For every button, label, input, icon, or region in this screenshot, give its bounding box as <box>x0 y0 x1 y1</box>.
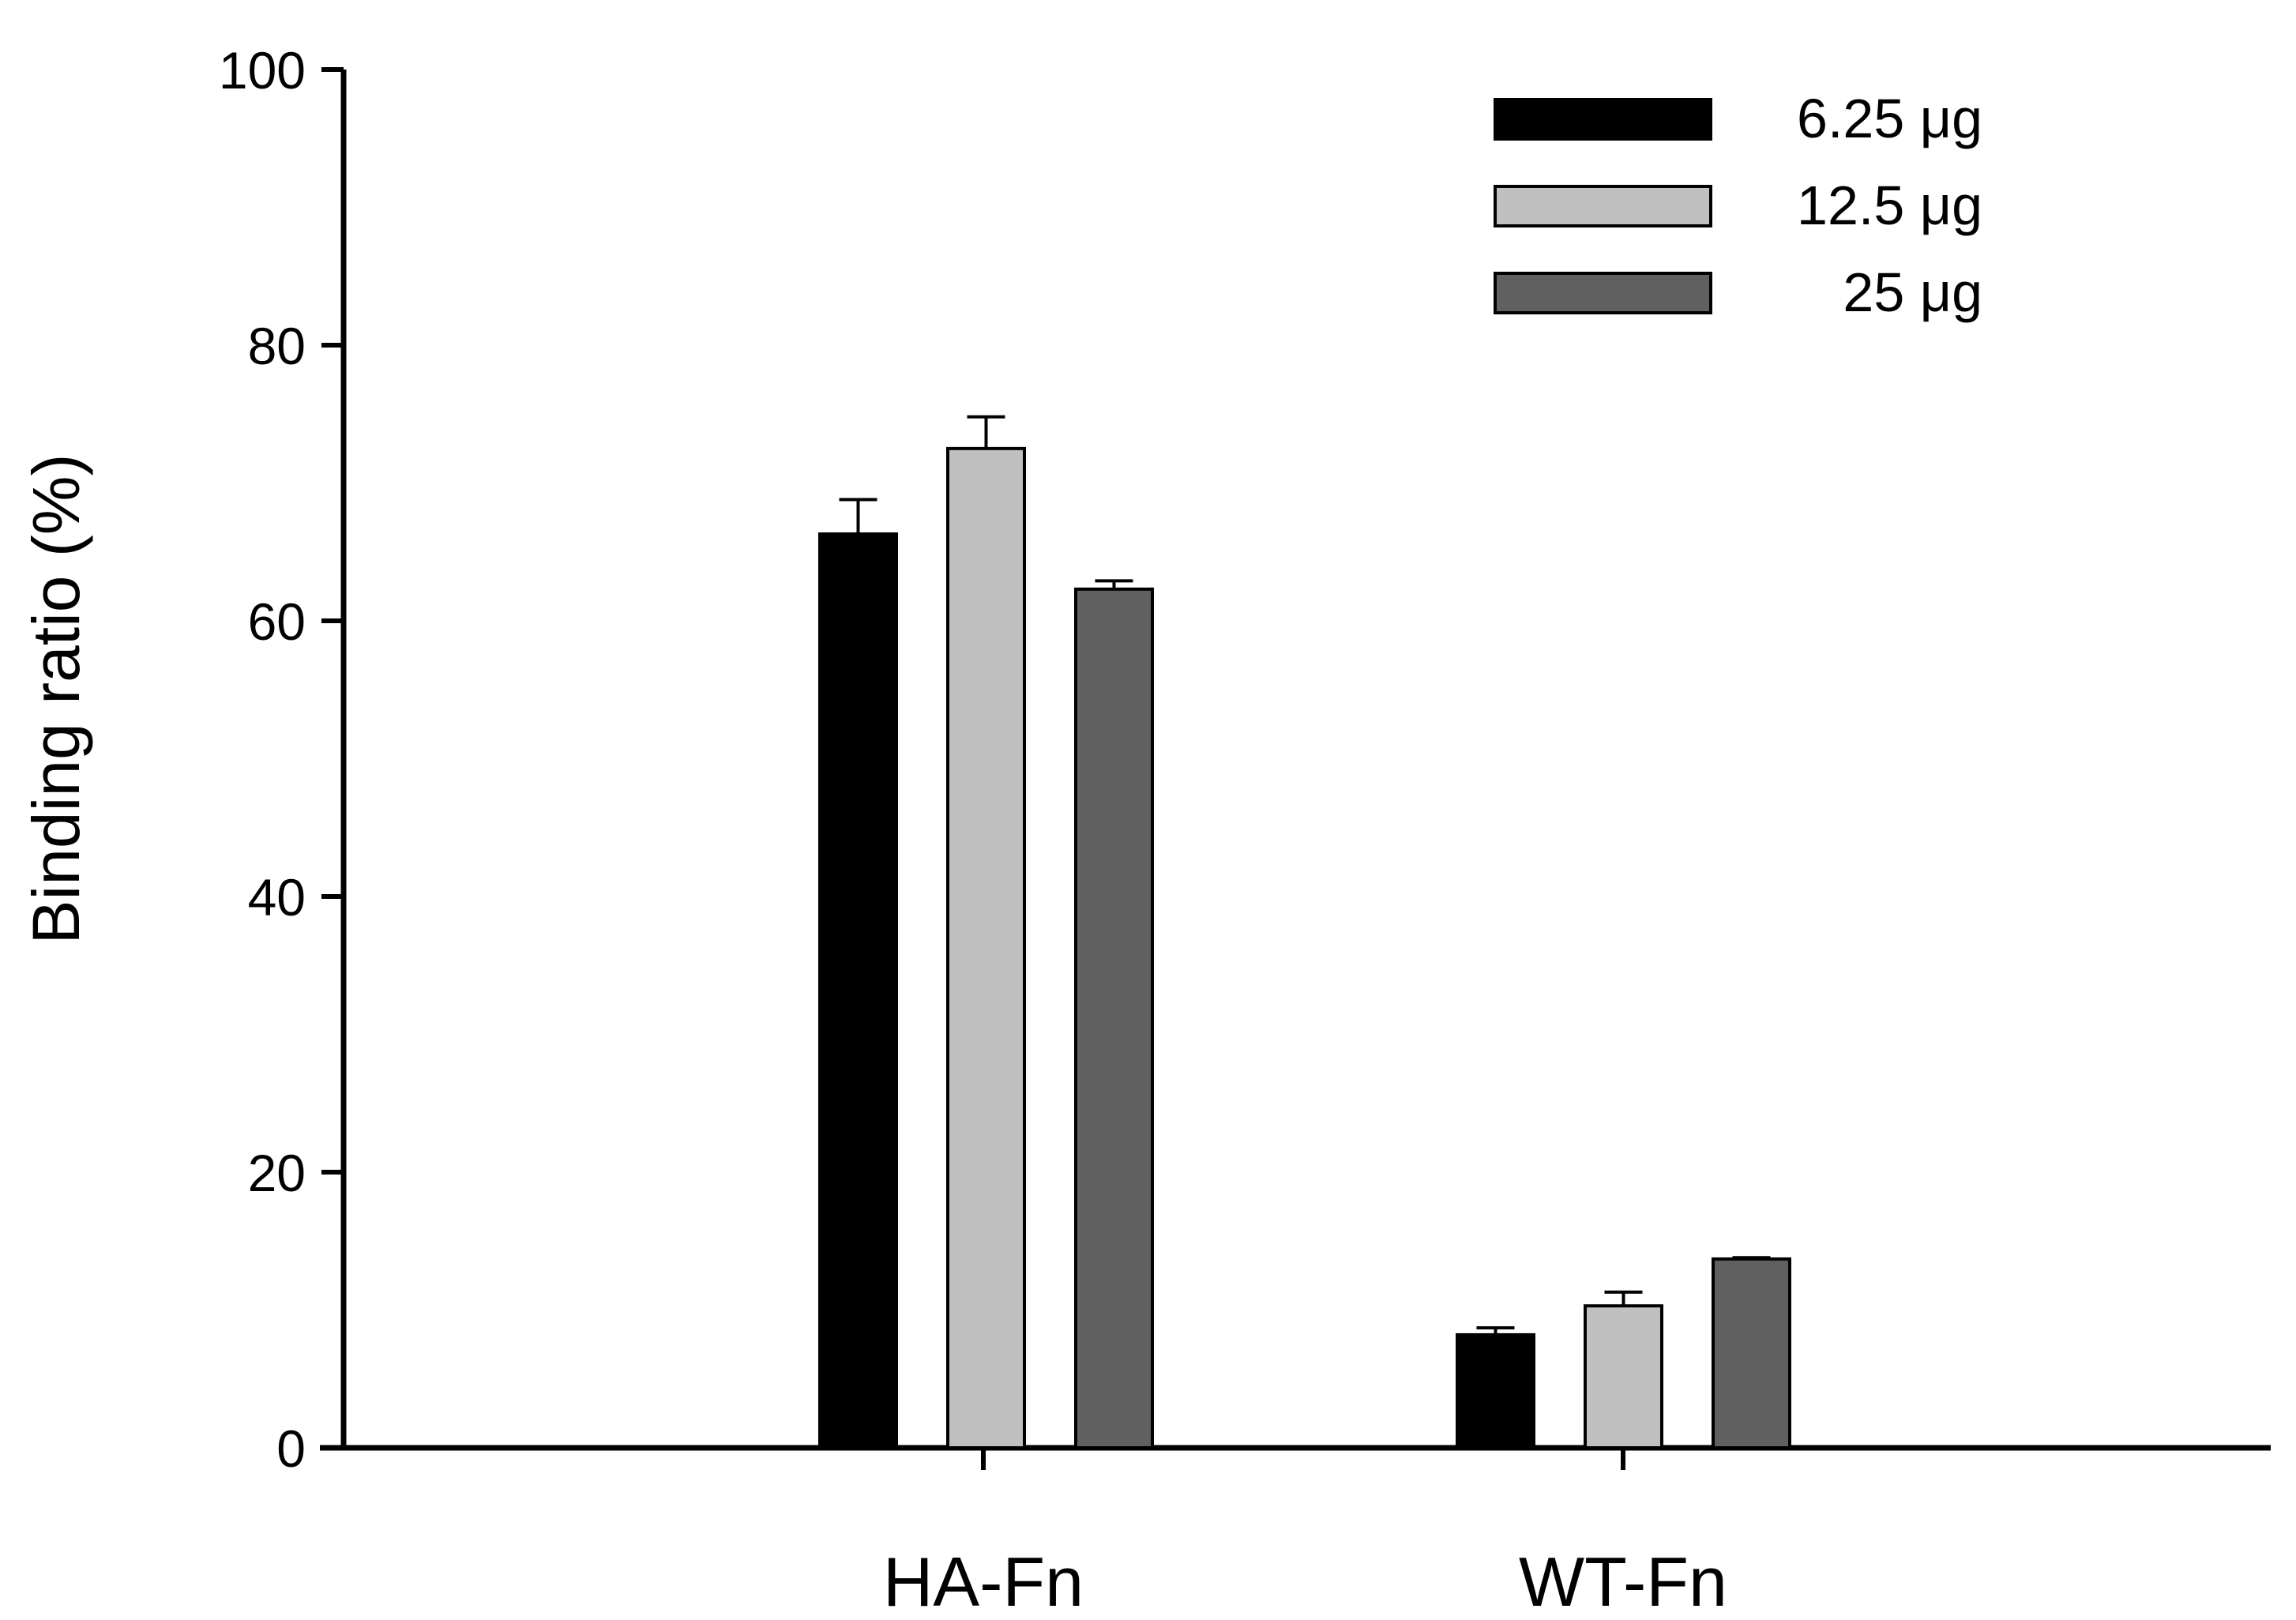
y-axis-title: Binding ratio (%) <box>19 454 93 945</box>
y-tick-label: 100 <box>219 41 306 100</box>
legend-label: 25 μg <box>1843 261 1982 323</box>
y-tick-label: 60 <box>248 592 306 651</box>
bar <box>1074 587 1154 1449</box>
y-axis: 0 20 40 60 80 100 <box>219 41 347 1478</box>
legend: 6.25 μg 12.5 μg 25 μg <box>1494 88 1982 323</box>
x-category-label: WT-Fn <box>1519 1543 1727 1620</box>
bar <box>1712 1257 1791 1450</box>
x-axis: HA-Fn WT-Fn <box>320 1445 2271 1620</box>
bar <box>818 532 898 1450</box>
legend-label: 6.25 μg <box>1797 88 1982 149</box>
y-tick-label: 40 <box>248 868 306 927</box>
legend-swatch <box>1494 272 1712 314</box>
x-category-label: HA-Fn <box>883 1543 1084 1620</box>
bars <box>818 415 1791 1450</box>
y-tick-label: 0 <box>276 1419 306 1478</box>
bar <box>1456 1332 1535 1450</box>
legend-swatch <box>1494 185 1712 227</box>
legend-swatch <box>1494 98 1712 141</box>
bar <box>946 446 1026 1449</box>
bar <box>1584 1304 1663 1450</box>
y-tick-label: 20 <box>248 1144 306 1202</box>
y-tick-label: 80 <box>248 317 306 375</box>
legend-label: 12.5 μg <box>1797 175 1982 236</box>
